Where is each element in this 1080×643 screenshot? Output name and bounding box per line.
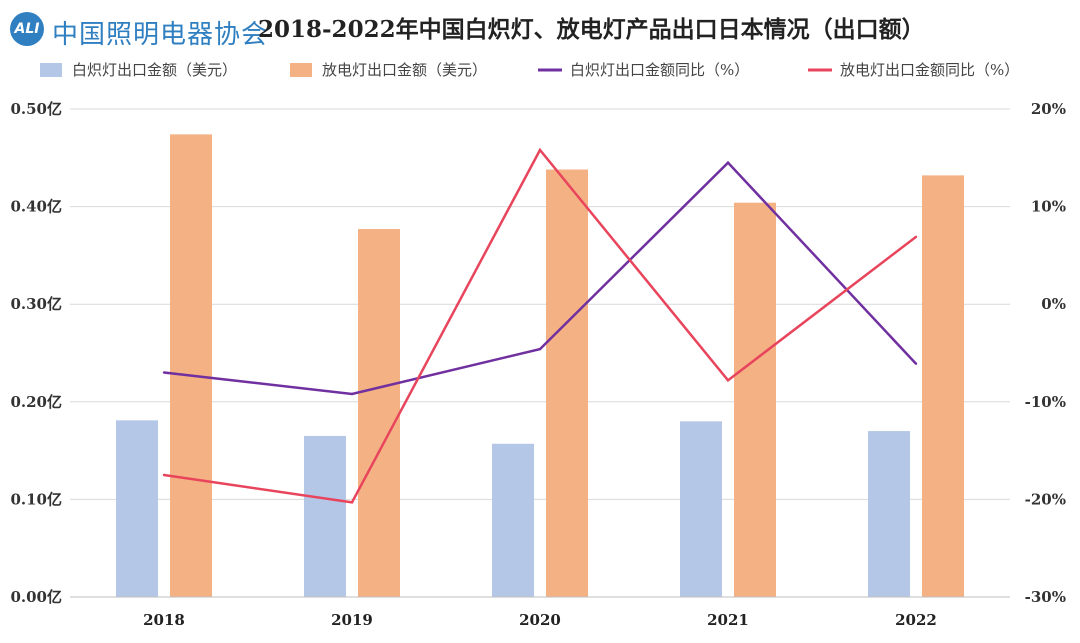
legend-swatch <box>40 63 62 77</box>
discharge-yoy-point <box>914 235 918 239</box>
left-axis-tick-label: 0.50亿 <box>10 100 62 118</box>
right-axis-tick-label: -10% <box>1025 393 1066 411</box>
logo-mark: ALI <box>10 12 44 46</box>
incandescent-export-bar <box>680 421 722 597</box>
x-axis-tick-label: 2020 <box>519 611 561 629</box>
legend-label: 白炽灯出口金额同比（%） <box>570 61 749 79</box>
x-axis-tick-label: 2021 <box>707 611 749 629</box>
legend-label: 放电灯出口金额同比（%） <box>840 61 1019 79</box>
discharge-yoy-point <box>538 148 542 152</box>
discharge-export-bar <box>922 175 964 598</box>
logo: ALI 中国照明电器协会 <box>10 8 267 50</box>
x-axis-tick-label: 2022 <box>895 611 937 629</box>
incandescent-export-bar <box>304 435 346 597</box>
right-axis-tick-label: 20% <box>1031 100 1066 118</box>
chart-axes: 0.00亿 -30% 0.10亿 -20% 0.20亿 -10% 0.30亿 0% 0.40亿 1… <box>10 100 1066 629</box>
discharge-yoy-line <box>163 147 917 504</box>
discharge-export-bar <box>170 134 212 597</box>
legend-swatch <box>290 63 312 77</box>
discharge-yoy-point <box>162 473 166 477</box>
incandescent-export-bar <box>868 431 910 597</box>
right-axis-tick-label: 0% <box>1041 295 1066 313</box>
incandescent-yoy-point <box>726 161 730 164</box>
x-axis-tick-label: 2019 <box>331 611 373 629</box>
x-axis-tick-label: 2018 <box>143 611 185 629</box>
chart-bars <box>116 134 964 598</box>
incandescent-yoy-point <box>350 392 354 396</box>
discharge-export-bar <box>734 202 776 598</box>
right-axis-tick-label: -30% <box>1025 588 1066 606</box>
chart-header: ALI 中国照明电器协会 2018-2022年中国白炽灯、放电灯产品出口日本情况… <box>0 0 1080 52</box>
incandescent-yoy-line <box>163 160 917 396</box>
incandescent-yoy-point <box>538 347 542 351</box>
chart-title: 2018-2022年中国白炽灯、放电灯产品出口日本情况（出口额） <box>258 16 925 43</box>
discharge-export-bar <box>546 169 588 597</box>
incandescent-yoy-point <box>914 362 918 365</box>
left-axis-tick-label: 0.30亿 <box>10 295 62 313</box>
discharge-yoy-point <box>350 501 354 504</box>
legend-label: 白炽灯出口金额（美元） <box>72 61 237 79</box>
chart-lines <box>162 147 918 504</box>
discharge-yoy-point <box>726 379 730 382</box>
incandescent-yoy-point <box>162 371 166 374</box>
incandescent-export-bar <box>116 420 158 597</box>
discharge-export-bar <box>358 229 400 597</box>
legend-label: 放电灯出口金额（美元） <box>322 61 487 79</box>
left-axis-tick-label: 0.10亿 <box>10 490 62 508</box>
left-axis-tick-label: 0.20亿 <box>10 393 62 411</box>
logo-text: 中国照明电器协会 <box>52 20 269 50</box>
chart-legend: 白炽灯出口金额（美元） 放电灯出口金额（美元） 白炽灯出口金额同比（%） 放电灯出口金… <box>40 61 1019 79</box>
left-axis-tick-label: 0.40亿 <box>10 198 62 216</box>
chart-area: 白炽灯出口金额（美元） 放电灯出口金额（美元） 白炽灯出口金额同比（%） 放电灯出口金… <box>10 61 1066 629</box>
left-axis-tick-label: 0.00亿 <box>10 588 62 606</box>
right-axis-tick-label: -20% <box>1025 490 1066 508</box>
incandescent-export-bar <box>492 443 534 597</box>
right-axis-tick-label: 10% <box>1031 198 1066 216</box>
